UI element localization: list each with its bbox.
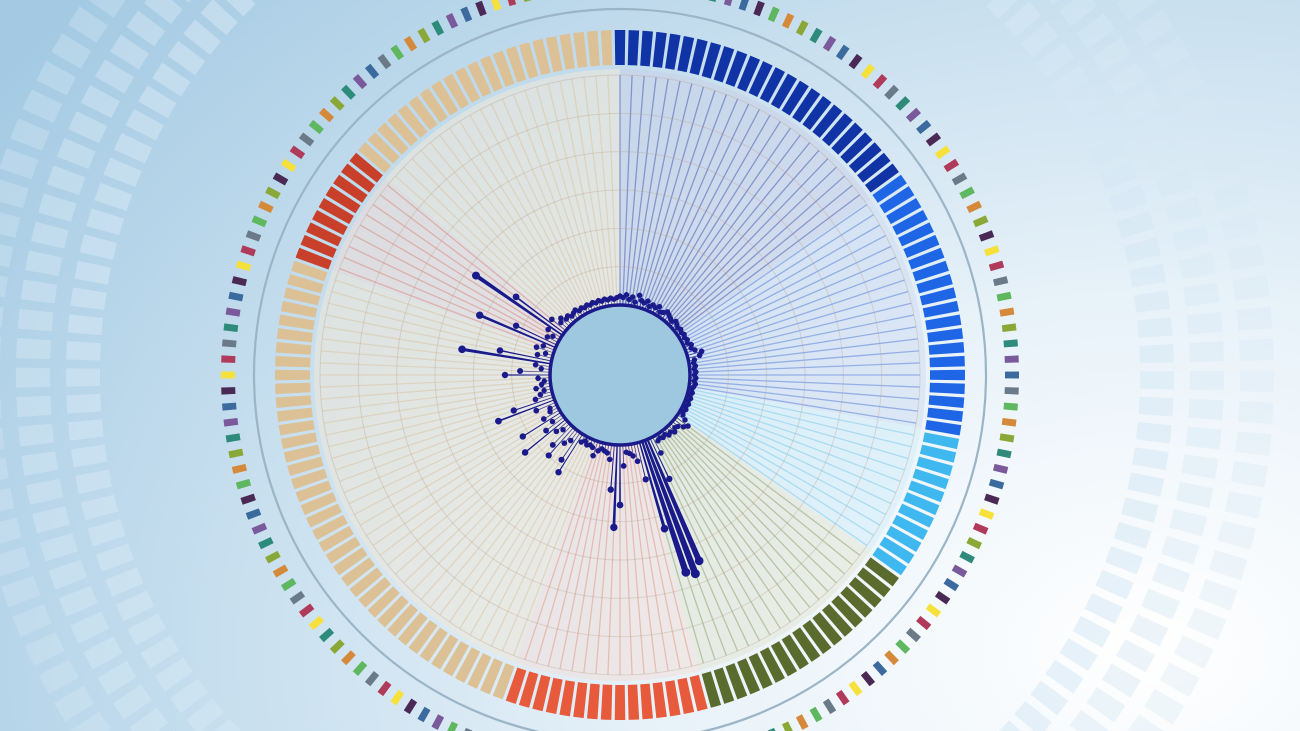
circular-chart	[0, 0, 1300, 731]
